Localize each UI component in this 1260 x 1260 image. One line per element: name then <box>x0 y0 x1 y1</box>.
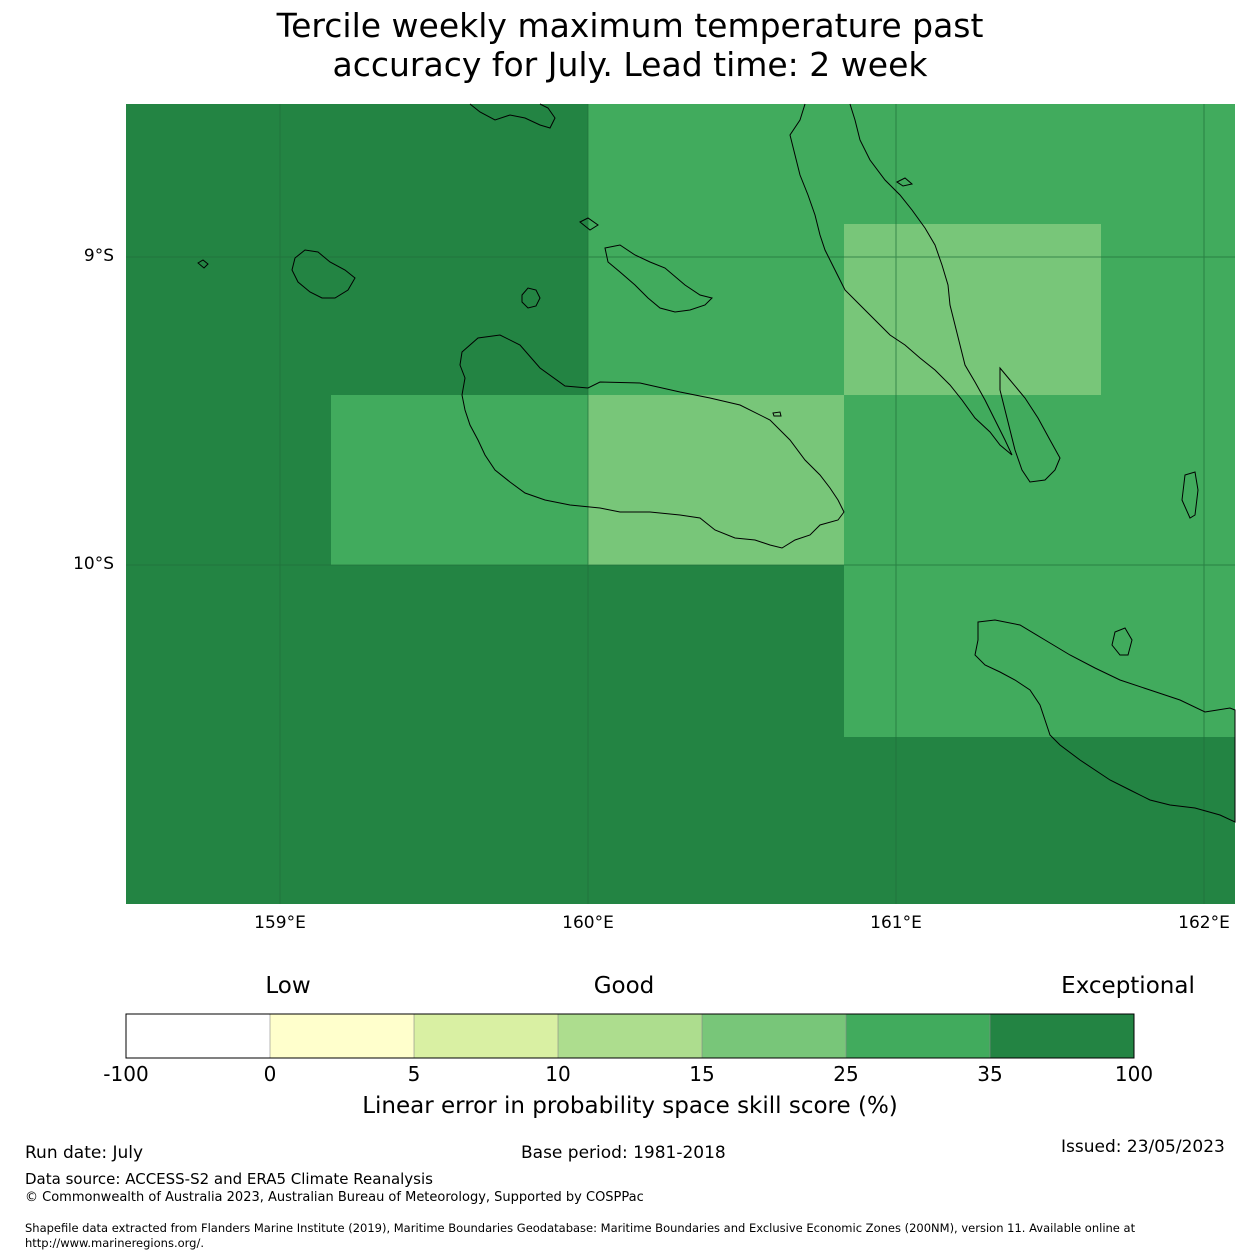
lon-label-160e: 160°E <box>562 913 614 933</box>
coast-uki-island <box>1111 627 1133 656</box>
category-label-low: Low <box>265 973 311 999</box>
shapefile-credit-line-2: http://www.marineregions.org/. <box>25 1236 204 1250</box>
grid-cell-central-mid <box>588 395 844 565</box>
grid-cell-central-east <box>844 395 1235 565</box>
lat-label-10s: 10°S <box>73 554 114 574</box>
title-line-2: accuracy for July. Lead time: 2 week <box>332 45 928 84</box>
coast-russell-islands <box>291 249 356 299</box>
category-label-exceptional: Exceptional <box>1061 973 1195 999</box>
chart-title: Tercile weekly maximum temperature past … <box>0 6 1260 84</box>
lon-label-162e: 162°E <box>1178 913 1230 933</box>
coastlines <box>197 103 1236 823</box>
coast-guadalcanal <box>459 334 845 549</box>
lon-label-159e: 159°E <box>254 913 306 933</box>
lat-label-9s: 9°S <box>83 246 114 266</box>
colorbar-segment-1 <box>126 1014 270 1058</box>
graticule-lines <box>126 104 1235 904</box>
grid-cell-central-west <box>331 395 588 565</box>
grid-cell-south-east <box>844 565 1235 737</box>
skill-grid-cells <box>126 104 1235 904</box>
run-date: Run date: July <box>25 1143 144 1163</box>
colorbar-tick: 100 <box>1114 1062 1154 1086</box>
copyright: © Commonwealth of Australia 2023, Austra… <box>25 1190 644 1205</box>
colorbar-tick: 10 <box>545 1062 571 1086</box>
shapefile-credit-line-1: Shapefile data extracted from Flanders M… <box>25 1221 1136 1235</box>
colorbar-segment-2 <box>270 1014 414 1058</box>
title-line-1: Tercile weekly maximum temperature past <box>276 6 984 45</box>
coast-west-islet <box>197 259 209 269</box>
coast-small-islet-b <box>896 177 914 187</box>
coast-savo-island <box>521 287 541 309</box>
coast-malaita <box>789 103 1013 456</box>
coast-makira <box>974 619 1236 823</box>
colorbar-segment-4 <box>558 1014 702 1058</box>
base-period: Base period: 1981-2018 <box>521 1143 726 1163</box>
colorbar-tick: -100 <box>103 1062 149 1086</box>
colorbar-tick: 35 <box>977 1062 1003 1086</box>
colorbar-segment-3 <box>414 1014 558 1058</box>
category-label-good: Good <box>593 973 655 999</box>
colorbar-tick: 15 <box>689 1062 715 1086</box>
coast-florida-islands <box>604 244 713 313</box>
colorbar-frame <box>125 1013 1135 1059</box>
colorbar-tick: 5 <box>407 1062 421 1086</box>
coast-small-malaita <box>999 366 1061 483</box>
colorbar-segment-7 <box>990 1014 1134 1058</box>
coast-ulawa <box>1181 471 1199 519</box>
colorbar-segment-5 <box>702 1014 846 1058</box>
coast-small-islet-a <box>579 217 599 231</box>
data-source: Data source: ACCESS-S2 and ERA5 Climate … <box>25 1170 433 1188</box>
colorbar-segment-6 <box>846 1014 990 1058</box>
colorbar-title: Linear error in probability space skill … <box>362 1093 898 1119</box>
issued-date: Issued: 23/05/2023 <box>1061 1137 1225 1157</box>
grid-cell-north-east-high <box>844 224 1101 395</box>
lon-label-161e: 161°E <box>870 913 922 933</box>
colorbar-tick: 25 <box>833 1062 859 1086</box>
colorbar-tick: 0 <box>263 1062 277 1086</box>
colorbar <box>125 1013 1135 1059</box>
coast-north-islets <box>469 103 556 129</box>
coast-small-islet-c <box>772 411 782 417</box>
